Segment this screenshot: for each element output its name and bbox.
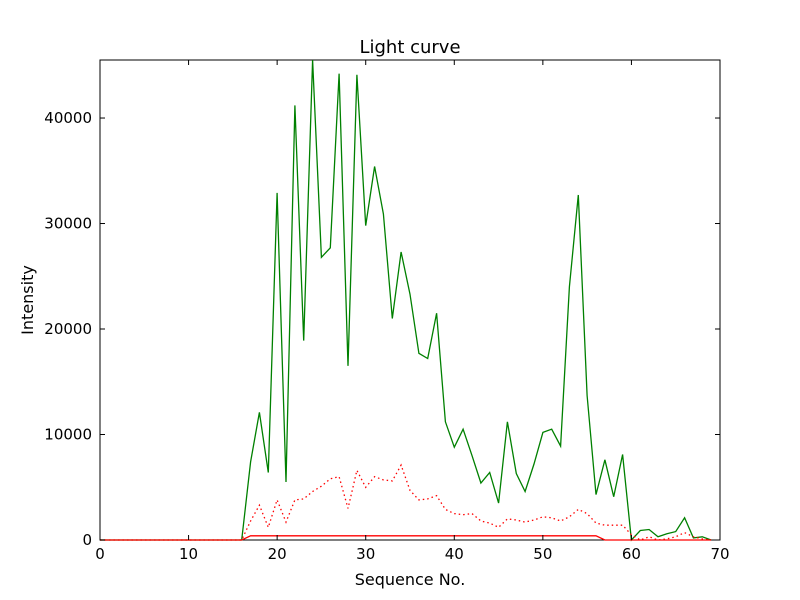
x-tick-label: 40 (445, 545, 464, 563)
y-tick-label: 0 (82, 531, 92, 549)
y-tick-label: 20000 (44, 320, 92, 338)
x-tick-label: 10 (179, 545, 198, 563)
x-tick-label: 70 (710, 545, 729, 563)
x-axis-ticks: 0 10 20 30 40 50 60 70 (95, 60, 730, 563)
plot-frame (99, 59, 721, 541)
x-tick-label: 60 (622, 545, 641, 563)
y-tick-label: 10000 (44, 426, 92, 444)
x-tick-label: 20 (268, 545, 287, 563)
series-line-2 (100, 463, 712, 541)
x-axis-label: Sequence No. (355, 570, 466, 589)
y-tick-label: 30000 (44, 215, 92, 233)
series-group (100, 59, 712, 542)
y-axis-ticks: 0 10000 20000 30000 40000 (44, 109, 720, 549)
series-line-3 (100, 535, 712, 541)
y-tick-label: 40000 (44, 109, 92, 127)
x-tick-label: 0 (95, 545, 105, 563)
x-tick-label: 30 (356, 545, 375, 563)
y-axis-label: Intensity (18, 265, 37, 335)
plot-area: 0 10 20 30 40 50 60 70 0 10000 20000 30000 40000 (44, 59, 730, 563)
x-tick-label: 50 (533, 545, 552, 563)
chart-title: Light curve (359, 37, 460, 58)
